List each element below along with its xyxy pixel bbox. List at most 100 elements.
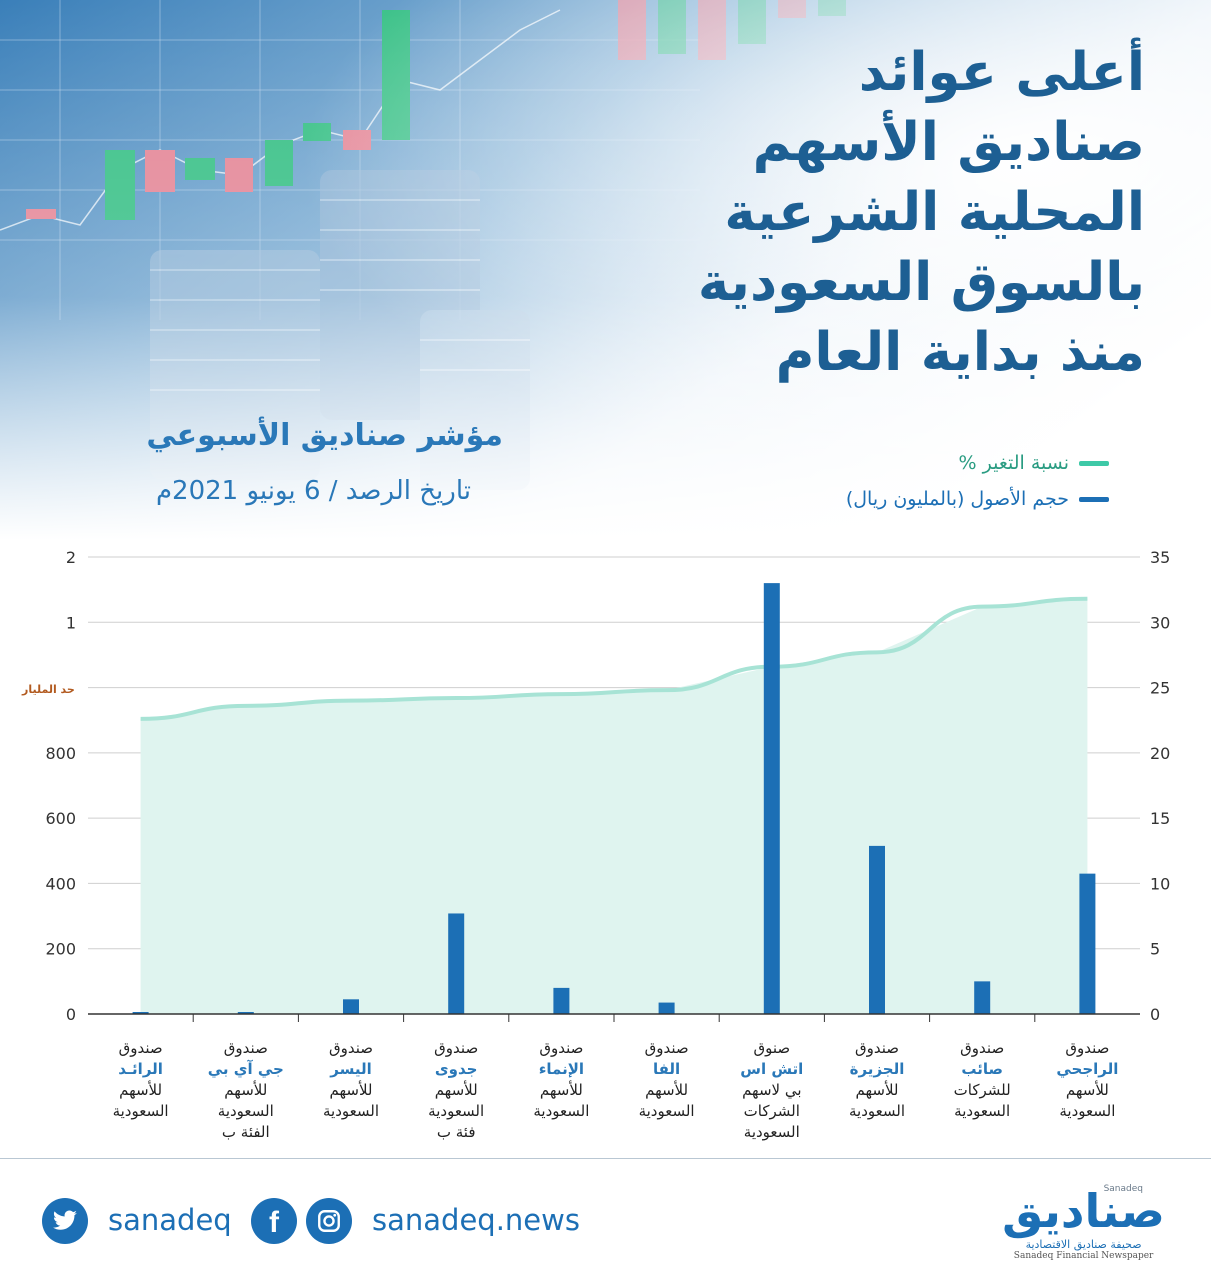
category-label-line: الشركات <box>743 1102 800 1120</box>
title-line-4: بالسوق السعودية <box>697 252 1145 313</box>
category-label-line: السعودية <box>743 1123 800 1141</box>
category-label-line: السعودية <box>322 1102 379 1120</box>
category-label-line: الفئة ب <box>221 1123 270 1141</box>
left-axis-tick-label: 1 <box>66 613 76 632</box>
category-label-line: السعودية <box>428 1102 485 1120</box>
left-axis-tick-label: 600 <box>45 809 76 828</box>
asset-bar <box>763 583 780 1014</box>
observation-date: تاريخ الرصد / 6 يونيو 2021م <box>155 476 471 506</box>
change-line <box>140 596 1088 721</box>
left-axis-tick-label: 800 <box>45 744 76 763</box>
category-label-line: الجزيرة <box>849 1060 905 1078</box>
category-label-line: الإنماء <box>538 1060 585 1078</box>
title-line-5: منذ بداية العام <box>775 322 1145 383</box>
legend-label-assets: حجم الأصول (بالمليون ريال) <box>845 488 1069 510</box>
category-label-line: الفا <box>652 1060 681 1078</box>
left-axis-tick-label: 0 <box>66 1005 76 1024</box>
right-axis-tick-label: 15 <box>1150 809 1170 828</box>
logo-tagline-en: Sanadeq Financial Newspaper <box>1013 1251 1154 1261</box>
title-line-3: المحلية الشرعية <box>724 182 1145 243</box>
legend-swatch-assets <box>1079 496 1109 502</box>
category-label-line: للأسهم <box>539 1081 583 1099</box>
category-label: صندوق صائب للشركات السعودية <box>930 1038 1034 1122</box>
right-axis-tick-label: 10 <box>1150 874 1170 893</box>
category-label-line: السعودية <box>533 1102 590 1120</box>
category-label-line: السعودية <box>1059 1102 1116 1120</box>
category-label-line: صائب <box>961 1060 1003 1078</box>
category-label-line: صندوق <box>960 1039 1005 1057</box>
category-label-line: السعودية <box>848 1102 905 1120</box>
category-label-line: للأسهم <box>434 1081 478 1099</box>
category-label: صندوق الفا للأسهم السعودية <box>615 1038 719 1122</box>
category-label-line: للأسهم <box>329 1081 373 1099</box>
asset-bar <box>974 981 991 1014</box>
category-label-line: صندوق <box>223 1039 268 1057</box>
left-axis-tick-label: 2 <box>66 548 76 567</box>
hero-background <box>0 0 1211 540</box>
category-label-line: السعودية <box>217 1102 274 1120</box>
asset-bar <box>658 1002 675 1014</box>
title-line-2: صناديق الأسهم <box>752 112 1145 173</box>
category-label: صندوق الرائـد للأسهم السعودية <box>89 1038 193 1122</box>
change-area-fill <box>140 598 1088 1014</box>
category-label-line: جدوى <box>434 1060 478 1078</box>
category-label: صنوق اتش اس بي لاسهم الشركات السعودية <box>720 1038 824 1143</box>
right-axis-tick-label: 35 <box>1150 548 1170 567</box>
billion-threshold-note: حد المليار <box>22 683 75 696</box>
category-label: صندوق اليسر للأسهم السعودية <box>299 1038 403 1122</box>
legend-swatch-change <box>1079 460 1109 466</box>
category-label-line: الراجحي <box>1056 1060 1119 1078</box>
right-axis-tick-label: 5 <box>1150 940 1160 959</box>
category-label: صندوق جي آي بي للأسهم السعودية الفئة ب <box>194 1038 298 1143</box>
category-label: صندوق الإنماء للأسهم السعودية <box>509 1038 613 1122</box>
facebook-icon[interactable]: f <box>251 1198 297 1244</box>
category-label-line: الرائـد <box>118 1060 163 1078</box>
logo-small-text: Sanadeq <box>1103 1184 1143 1194</box>
left-axis-tick-label: 200 <box>45 940 76 959</box>
category-label-line: صندوق <box>118 1039 163 1057</box>
asset-bar <box>237 1012 254 1014</box>
funds-chart: 0 0 5 200 10 400 15 600 20 800 25 30 1 35 2 <box>45 548 1170 1024</box>
category-label: صندوق جدوى للأسهم السعودية فئة ب <box>404 1038 508 1143</box>
category-label: صندوق الجزيرة للأسهم السعودية <box>825 1038 929 1122</box>
category-label-line: صندوق <box>1065 1039 1110 1057</box>
asset-bar <box>448 913 465 1014</box>
legend-item-assets: حجم الأصول (بالمليون ريال) <box>846 488 1109 510</box>
category-label: صندوق الراجحي للأسهم السعودية <box>1035 1038 1139 1122</box>
logo-tagline-ar: صحيفة صناديق الاقتصادية <box>1025 1238 1142 1251</box>
asset-bar <box>1079 873 1096 1014</box>
right-axis-tick-label: 20 <box>1150 744 1170 763</box>
category-label-line: اتش اس <box>740 1060 804 1078</box>
legend-item-change: نسبة التغير % <box>959 452 1109 474</box>
twitter-handle[interactable]: sanadeq <box>108 1203 232 1237</box>
asset-bar <box>869 845 885 1014</box>
category-label-line: للأسهم <box>224 1081 268 1099</box>
sanadeq-logo: Sanadeq صناديق صحيفة صناديق الاقتصادية S… <box>1002 1184 1165 1261</box>
category-label-line: صنوق <box>753 1039 791 1057</box>
category-label-line: اليسر <box>330 1060 372 1078</box>
category-label-line: صندوق <box>854 1039 900 1057</box>
instagram-icon[interactable] <box>306 1198 352 1244</box>
website-link[interactable]: sanadeq.news <box>372 1203 580 1237</box>
category-label-line: صندوق <box>539 1039 584 1057</box>
asset-bar <box>343 999 359 1014</box>
left-axis-tick-label: 400 <box>45 874 76 893</box>
twitter-icon[interactable] <box>42 1198 88 1244</box>
logo-main-text: صناديق <box>1002 1184 1165 1238</box>
category-label-line: للشركات <box>953 1081 1011 1099</box>
category-label-line: صندوق <box>434 1039 479 1057</box>
right-axis-tick-label: 30 <box>1150 613 1170 632</box>
category-label-line: للأسهم <box>855 1081 899 1099</box>
category-label-line: صندوق <box>644 1039 689 1057</box>
category-label-line: للأسهم <box>119 1081 163 1099</box>
category-label-line: السعودية <box>112 1102 169 1120</box>
category-label-line: للأسهم <box>1065 1081 1109 1099</box>
chart-subtitle: مؤشر صناديق الأسبوعي <box>146 418 503 453</box>
legend-label-change: نسبة التغير % <box>958 452 1069 474</box>
category-label-line: للأسهم <box>645 1081 689 1099</box>
title-line-1: أعلى عوائد <box>858 42 1145 103</box>
asset-bar <box>132 1012 149 1014</box>
right-axis-tick-label: 25 <box>1150 679 1170 698</box>
category-label-line: جي آي بي <box>207 1060 284 1078</box>
